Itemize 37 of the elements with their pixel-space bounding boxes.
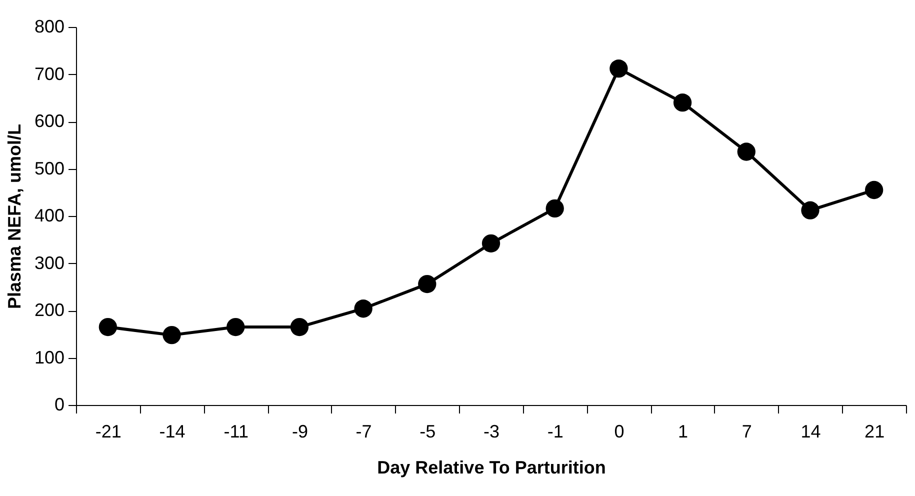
y-tick-label: 800: [34, 16, 64, 36]
y-tick-label: 0: [54, 394, 64, 414]
point: [610, 60, 628, 78]
y-tick-label: 100: [34, 347, 64, 368]
y-axis-title: Plasma NEFA, umol/L: [4, 124, 24, 310]
x-tick-label: -7: [356, 422, 372, 442]
y-tick-label: 300: [34, 252, 64, 273]
y-tick-label: 600: [34, 111, 64, 131]
x-tick-label: -11: [224, 422, 248, 442]
point: [226, 318, 245, 336]
x-axis-title: Day Relative To Parturition: [377, 458, 606, 478]
x-tick-label: 21: [864, 422, 885, 442]
x-tick-label: 0: [614, 422, 624, 442]
x-tick-label: 1: [678, 422, 688, 442]
point: [98, 318, 118, 336]
x-tick-label: 14: [800, 422, 821, 442]
y-tick-label: 700: [34, 64, 64, 84]
point: [354, 300, 372, 318]
point: [162, 326, 181, 344]
x-tick-label: -14: [159, 422, 186, 442]
point: [290, 318, 309, 336]
y-tick-label: 200: [34, 300, 64, 320]
x-tick-label: -1: [547, 422, 564, 442]
y-tick-label: 400: [34, 206, 64, 226]
point: [546, 199, 564, 218]
point: [864, 180, 884, 200]
x-tick-label: 7: [742, 422, 752, 442]
point: [673, 94, 692, 112]
point: [801, 201, 820, 220]
point: [482, 234, 500, 252]
x-tick-label: -9: [292, 422, 308, 442]
point: [737, 142, 756, 161]
x-tick-label: -21: [95, 422, 122, 442]
y-tick-label: 500: [34, 158, 64, 178]
point: [418, 274, 436, 294]
x-tick-label: -5: [420, 422, 436, 442]
x-tick-label: -3: [483, 422, 500, 442]
